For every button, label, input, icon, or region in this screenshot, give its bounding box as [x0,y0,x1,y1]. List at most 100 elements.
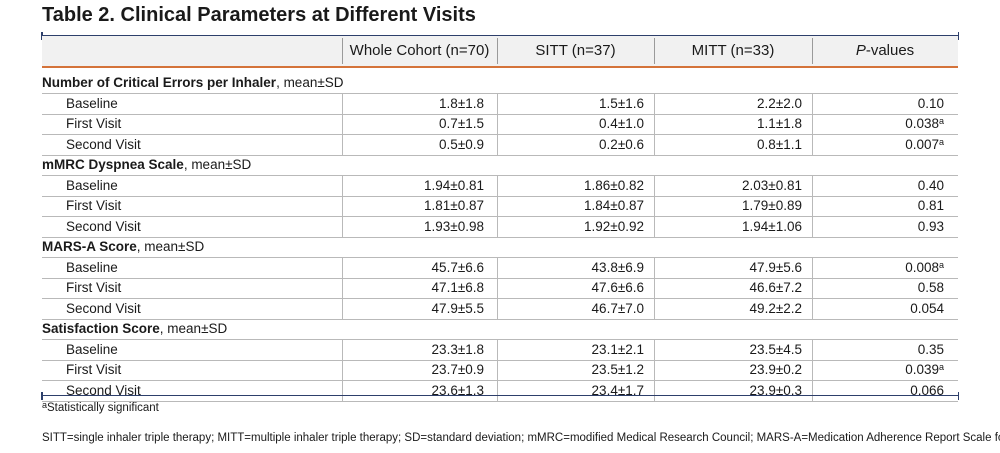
cell-divider [342,196,343,216]
cell-mitt: 46.6±7.2 [749,280,802,295]
table-row: Second Visit 0.5±0.9 0.2±0.6 0.8±1.1 0.007a [42,134,958,156]
section-suffix: , mean±SD [276,75,344,90]
cell-divider [812,339,813,360]
cell-divider [812,380,813,401]
table-title: Table 2. Clinical Parameters at Differen… [42,4,476,26]
cell-p-value: 0.40 [812,176,944,196]
row-label: Baseline [66,341,118,357]
p-value-text: 0.81 [917,198,944,213]
p-value-text: 0.066 [910,382,944,398]
cell-p-value: 0.039a [812,360,944,380]
cell-divider [342,175,343,196]
cell-mitt: 1.79±0.89 [742,198,802,213]
cell-divider [654,380,655,401]
cell-divider [342,93,343,114]
table-row: First Visit 0.7±1.5 0.4±1.0 1.1±1.8 0.038a [42,114,958,135]
column-header-mitt: MITT (n=33) [691,42,775,59]
cell-p-value: 0.054 [812,299,944,319]
cell-sitt: 47.6±6.6 [591,280,644,295]
cell-divider [497,278,498,298]
row-label: First Visit [66,116,122,131]
p-value-text: 0.35 [917,341,944,357]
p-italic: P [855,42,866,59]
p-value-text: 0.038 [905,116,939,131]
cell-divider [654,257,655,278]
cell-sitt: 46.7±7.0 [591,300,644,316]
cell-mitt: 1.94±1.06 [742,218,802,234]
cell-divider [497,175,498,196]
cell-divider [654,339,655,360]
cell-divider [812,196,813,216]
table-row: Second Visit 47.9±5.5 46.7±7.0 49.2±2.2 0.05… [42,298,958,320]
cell-divider [654,216,655,237]
section-header: MARS-A Score, mean±SD [42,237,958,258]
cell-mitt: 23.9±0.3 [749,382,802,398]
cell-mitt: 0.8±1.1 [757,136,802,152]
footnote-significance: aStatistically significant [42,400,159,415]
cell-whole-cohort: 1.93±0.98 [424,218,484,234]
cell-p-value: 0.066 [812,381,944,401]
cell-divider [812,360,813,380]
cell-divider [342,257,343,278]
header-divider [654,38,655,64]
p-value-text: 0.93 [917,218,944,234]
cell-sitt: 1.92±0.92 [584,218,644,234]
cell-p-value: 0.93 [812,217,944,237]
cell-sitt: 43.8±6.9 [591,259,644,275]
table-row: Baseline 23.3±1.8 23.1±2.1 23.5±4.5 0.35 [42,339,958,361]
cell-whole-cohort: 1.81±0.87 [424,198,484,213]
section-header: Satisfaction Score, mean±SD [42,319,958,340]
cell-sitt: 1.84±0.87 [584,198,644,213]
cell-divider [342,278,343,298]
table-row: Baseline 1.8±1.8 1.5±1.6 2.2±2.0 0.10 [42,93,958,115]
cell-divider [654,298,655,319]
cell-divider [812,134,813,155]
p-value-text: 0.58 [917,280,944,295]
footnote-mark: a [42,400,48,410]
row-label: First Visit [66,280,122,295]
column-header-p-values: P-values [812,36,958,66]
cell-p-value: 0.038a [812,114,944,134]
cell-divider [654,196,655,216]
section-suffix: , mean±SD [183,157,252,172]
cell-divider [812,257,813,278]
section-name: Number of Critical Errors per Inhaler [42,75,277,90]
cell-divider [654,175,655,196]
significance-mark: a [938,362,944,372]
cell-divider [654,278,655,298]
cell-divider [497,339,498,360]
footnote-significance-text: Statistically significant [47,402,159,414]
row-label: Second Visit [66,382,141,398]
section-header: Number of Critical Errors per Inhaler, m… [42,73,958,94]
cell-divider [812,114,813,134]
cell-divider [497,196,498,216]
section-name: mMRC Dyspnea Scale [42,157,184,172]
cell-mitt: 23.9±0.2 [749,362,802,377]
cell-mitt: 1.1±1.8 [757,116,802,131]
cell-whole-cohort: 45.7±6.6 [431,259,484,275]
p-rest: -values [865,42,915,59]
column-header-whole-cohort: Whole Cohort (n=70) [349,42,490,59]
cell-divider [342,114,343,134]
cell-sitt: 23.4±1.7 [591,382,644,398]
cell-divider [342,339,343,360]
cell-whole-cohort: 23.6±1.3 [431,382,484,398]
cell-divider [497,134,498,155]
column-header-sitt: SITT (n=37) [535,42,616,59]
cell-divider [497,380,498,401]
table-header [42,36,958,66]
cell-divider [497,216,498,237]
cell-divider [812,93,813,114]
cell-mitt: 2.2±2.0 [757,95,802,111]
cell-whole-cohort: 1.8±1.8 [439,95,484,111]
significance-mark: a [938,136,944,147]
header-divider [342,38,343,64]
cell-divider [497,298,498,319]
cell-divider [342,134,343,155]
row-label: Second Visit [66,136,141,152]
cell-divider [342,360,343,380]
bottom-rule [41,392,959,400]
cell-divider [497,93,498,114]
table-row: First Visit 23.7±0.9 23.5±1.2 23.9±0.2 0.039… [42,360,958,381]
row-label: Second Visit [66,218,141,234]
